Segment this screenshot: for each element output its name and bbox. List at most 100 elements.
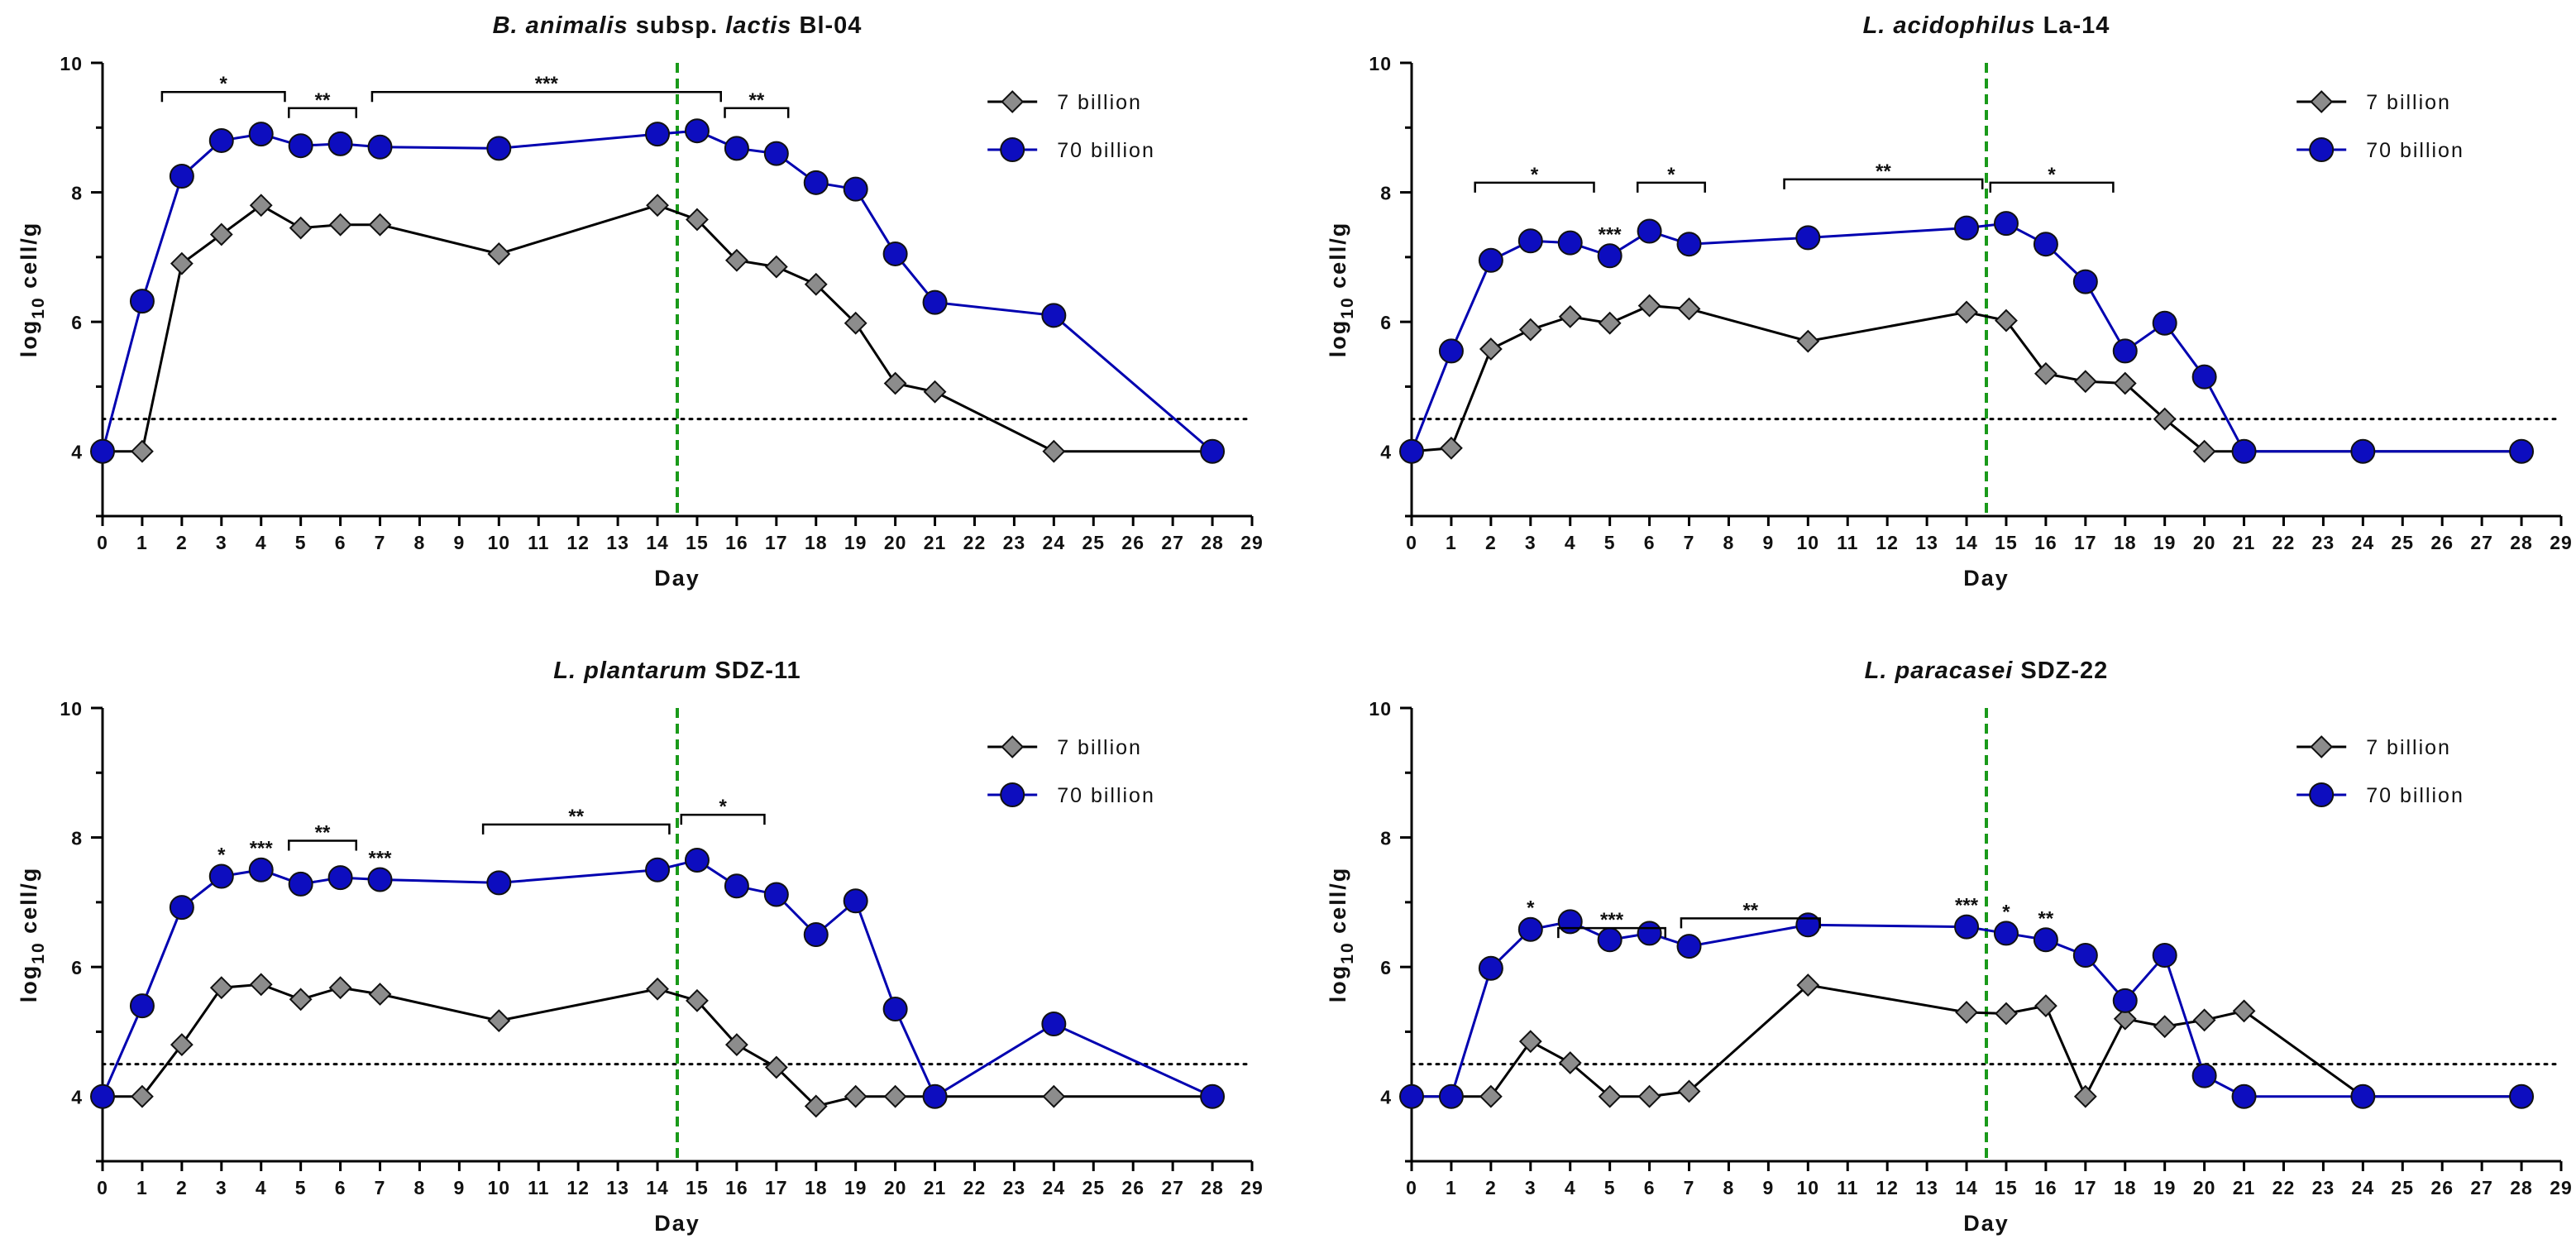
y-tick-label: 10	[1369, 53, 1392, 74]
data-point	[289, 216, 313, 240]
data-point	[646, 194, 669, 218]
x-tick-label: 6	[1644, 1177, 1656, 1198]
data-point	[882, 241, 908, 266]
point-significance-label: *	[1527, 897, 1535, 920]
series-line	[103, 983, 1213, 1108]
chart-panel: L. paracasei SDZ-220 1 2 3 4 5 6 7 8 9 10 11 12 13 14 1…	[1326, 658, 2572, 1236]
data-point	[90, 1083, 115, 1109]
significance-bracket	[1680, 917, 1821, 929]
x-tick-label: 20	[884, 532, 907, 553]
data-point	[248, 122, 274, 147]
x-tick-label: 28	[2510, 1177, 2533, 1198]
x-tick-label: 14	[1955, 532, 1978, 553]
data-point	[1993, 211, 2019, 237]
x-tick-label: 12	[1876, 1177, 1899, 1198]
data-point	[2191, 1063, 2217, 1088]
y-label-subscript: 10	[29, 296, 48, 318]
data-point	[1558, 304, 1582, 328]
x-tick-label: 3	[1525, 1177, 1537, 1198]
x-tick-label: 3	[1525, 532, 1537, 553]
legend-marker	[2309, 137, 2335, 162]
data-point	[1598, 311, 1622, 335]
y-axis-label: log10 cell/g	[1326, 867, 1357, 1002]
x-tick-label: 29	[2550, 532, 2573, 553]
y-label-main: log	[1326, 319, 1350, 358]
data-point	[209, 976, 233, 1000]
data-point	[1517, 916, 1543, 942]
data-point	[1677, 297, 1701, 321]
x-tick-label: 21	[2233, 532, 2256, 553]
x-tick-label: 8	[1723, 1177, 1735, 1198]
x-tick-label: 23	[1003, 1177, 1026, 1198]
x-tick-label: 15	[1995, 532, 2018, 553]
y-label-tail: cell/g	[17, 222, 41, 297]
x-tick-label: 26	[1121, 532, 1145, 553]
legend-label: 7 billion	[2366, 91, 2451, 114]
x-tick-label: 0	[1406, 532, 1417, 553]
data-point	[1995, 309, 2018, 332]
y-label-tail: cell/g	[1326, 222, 1350, 297]
x-tick-label: 10	[488, 532, 511, 553]
data-point	[2034, 994, 2057, 1018]
data-point	[2073, 370, 2097, 394]
significance-label: **	[568, 806, 584, 828]
data-point	[922, 289, 948, 315]
data-point	[328, 213, 352, 237]
x-tick-label: 0	[97, 532, 108, 553]
data-point	[724, 1033, 748, 1056]
x-tick-label: 6	[335, 1177, 346, 1198]
significance-bracket	[370, 90, 722, 103]
data-point	[922, 1083, 948, 1109]
data-point	[2112, 338, 2138, 364]
data-point	[803, 170, 829, 195]
data-point	[368, 983, 392, 1006]
data-point	[131, 439, 154, 463]
data-point	[724, 248, 748, 272]
y-tick-label: 8	[71, 183, 83, 204]
series-70-billion	[1399, 909, 2535, 1109]
x-axis-label: Day	[654, 1211, 700, 1236]
x-tick-label: 10	[1797, 1177, 1820, 1198]
point-significance-label: *	[2002, 901, 2010, 923]
data-point	[1795, 912, 1821, 938]
data-point	[2191, 364, 2217, 390]
x-tick-label: 1	[1446, 532, 1457, 553]
data-point	[2509, 438, 2535, 464]
x-tick-label: 3	[216, 1177, 227, 1198]
data-point	[1518, 318, 1542, 342]
data-point	[327, 131, 353, 156]
chart-title-part: L. paracasei	[1865, 658, 2014, 684]
data-point	[684, 118, 710, 144]
data-point	[1796, 973, 1820, 997]
x-tick-label: 14	[646, 1177, 669, 1198]
x-tick-label: 29	[1240, 1177, 1264, 1198]
data-point	[686, 988, 709, 1012]
chart-panel: L. acidophilus La-140 1 2 3 4 5 6 7 8 9 10 11 12 13 14…	[1326, 12, 2573, 591]
significance-bracket	[1474, 181, 1595, 193]
series-line	[1411, 304, 2522, 453]
legend-marker	[1000, 137, 1025, 162]
data-point	[1517, 228, 1543, 254]
chart-title-part: L. acidophilus	[1863, 12, 2036, 39]
series-7-billion	[91, 194, 1224, 463]
point-significance-label: ***	[1599, 223, 1623, 246]
x-tick-label: 2	[1485, 532, 1497, 553]
x-tick-label: 1	[136, 1177, 148, 1198]
data-point	[764, 255, 788, 279]
data-point	[2192, 439, 2216, 463]
y-tick-label: 6	[1380, 957, 1392, 978]
significance-label: *	[2048, 164, 2056, 186]
y-tick-label: 8	[1380, 183, 1392, 204]
x-tick-label: 1	[136, 532, 148, 553]
data-point	[843, 176, 868, 202]
data-point	[1041, 303, 1067, 328]
x-tick-label: 13	[1915, 1177, 1938, 1198]
data-point	[1637, 294, 1661, 318]
x-tick-label: 21	[924, 1177, 947, 1198]
data-point	[2232, 999, 2256, 1023]
significance-label: *	[1667, 164, 1675, 186]
data-point	[923, 380, 947, 404]
y-tick-label: 10	[60, 53, 83, 74]
